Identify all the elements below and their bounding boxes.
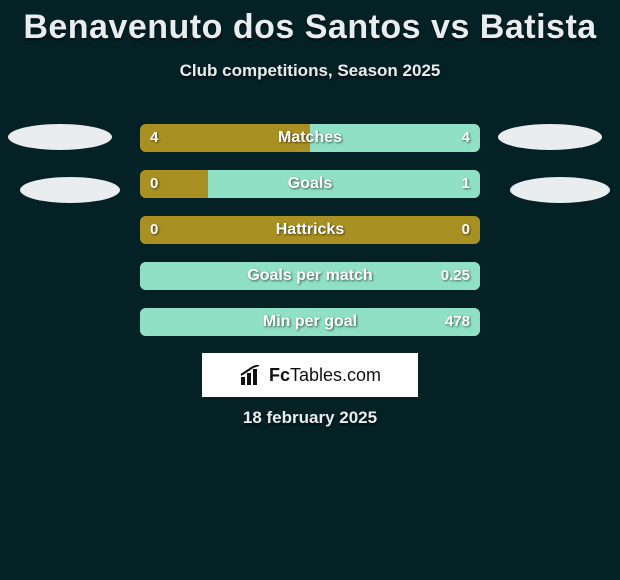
club-ellipse [8,124,112,150]
chart-icon [239,365,265,385]
page-title: Benavenuto dos Santos vs Batista [0,0,620,47]
watermark-box: FcTables.com [202,353,418,397]
club-ellipse [498,124,602,150]
stat-value-right: 4 [462,124,470,152]
comparison-bars: 44Matches01Goals00Hattricks0.25Goals per… [140,124,480,354]
stat-row: 44Matches [140,124,480,152]
stat-row: 0.25Goals per match [140,262,480,290]
date-label: 18 february 2025 [0,408,620,428]
subtitle: Club competitions, Season 2025 [0,61,620,81]
stat-fill-right [310,124,480,152]
stat-value-right: 0 [462,216,470,244]
stat-row: 00Hattricks [140,216,480,244]
stat-value-right: 0.25 [441,262,470,290]
stat-fill-left [140,124,310,152]
stat-fill-right [208,170,480,198]
stat-value-left: 4 [150,124,158,152]
stat-value-left: 0 [150,216,158,244]
stat-row: 01Goals [140,170,480,198]
stat-value-right: 478 [445,308,470,336]
stat-value-right: 1 [462,170,470,198]
watermark-text: FcTables.com [269,365,381,386]
stat-fill-left [140,216,480,244]
stat-fill-right [140,308,480,336]
stat-value-left: 0 [150,170,158,198]
stat-fill-right [140,262,480,290]
stat-row: 478Min per goal [140,308,480,336]
club-ellipse [20,177,120,203]
club-ellipse [510,177,610,203]
